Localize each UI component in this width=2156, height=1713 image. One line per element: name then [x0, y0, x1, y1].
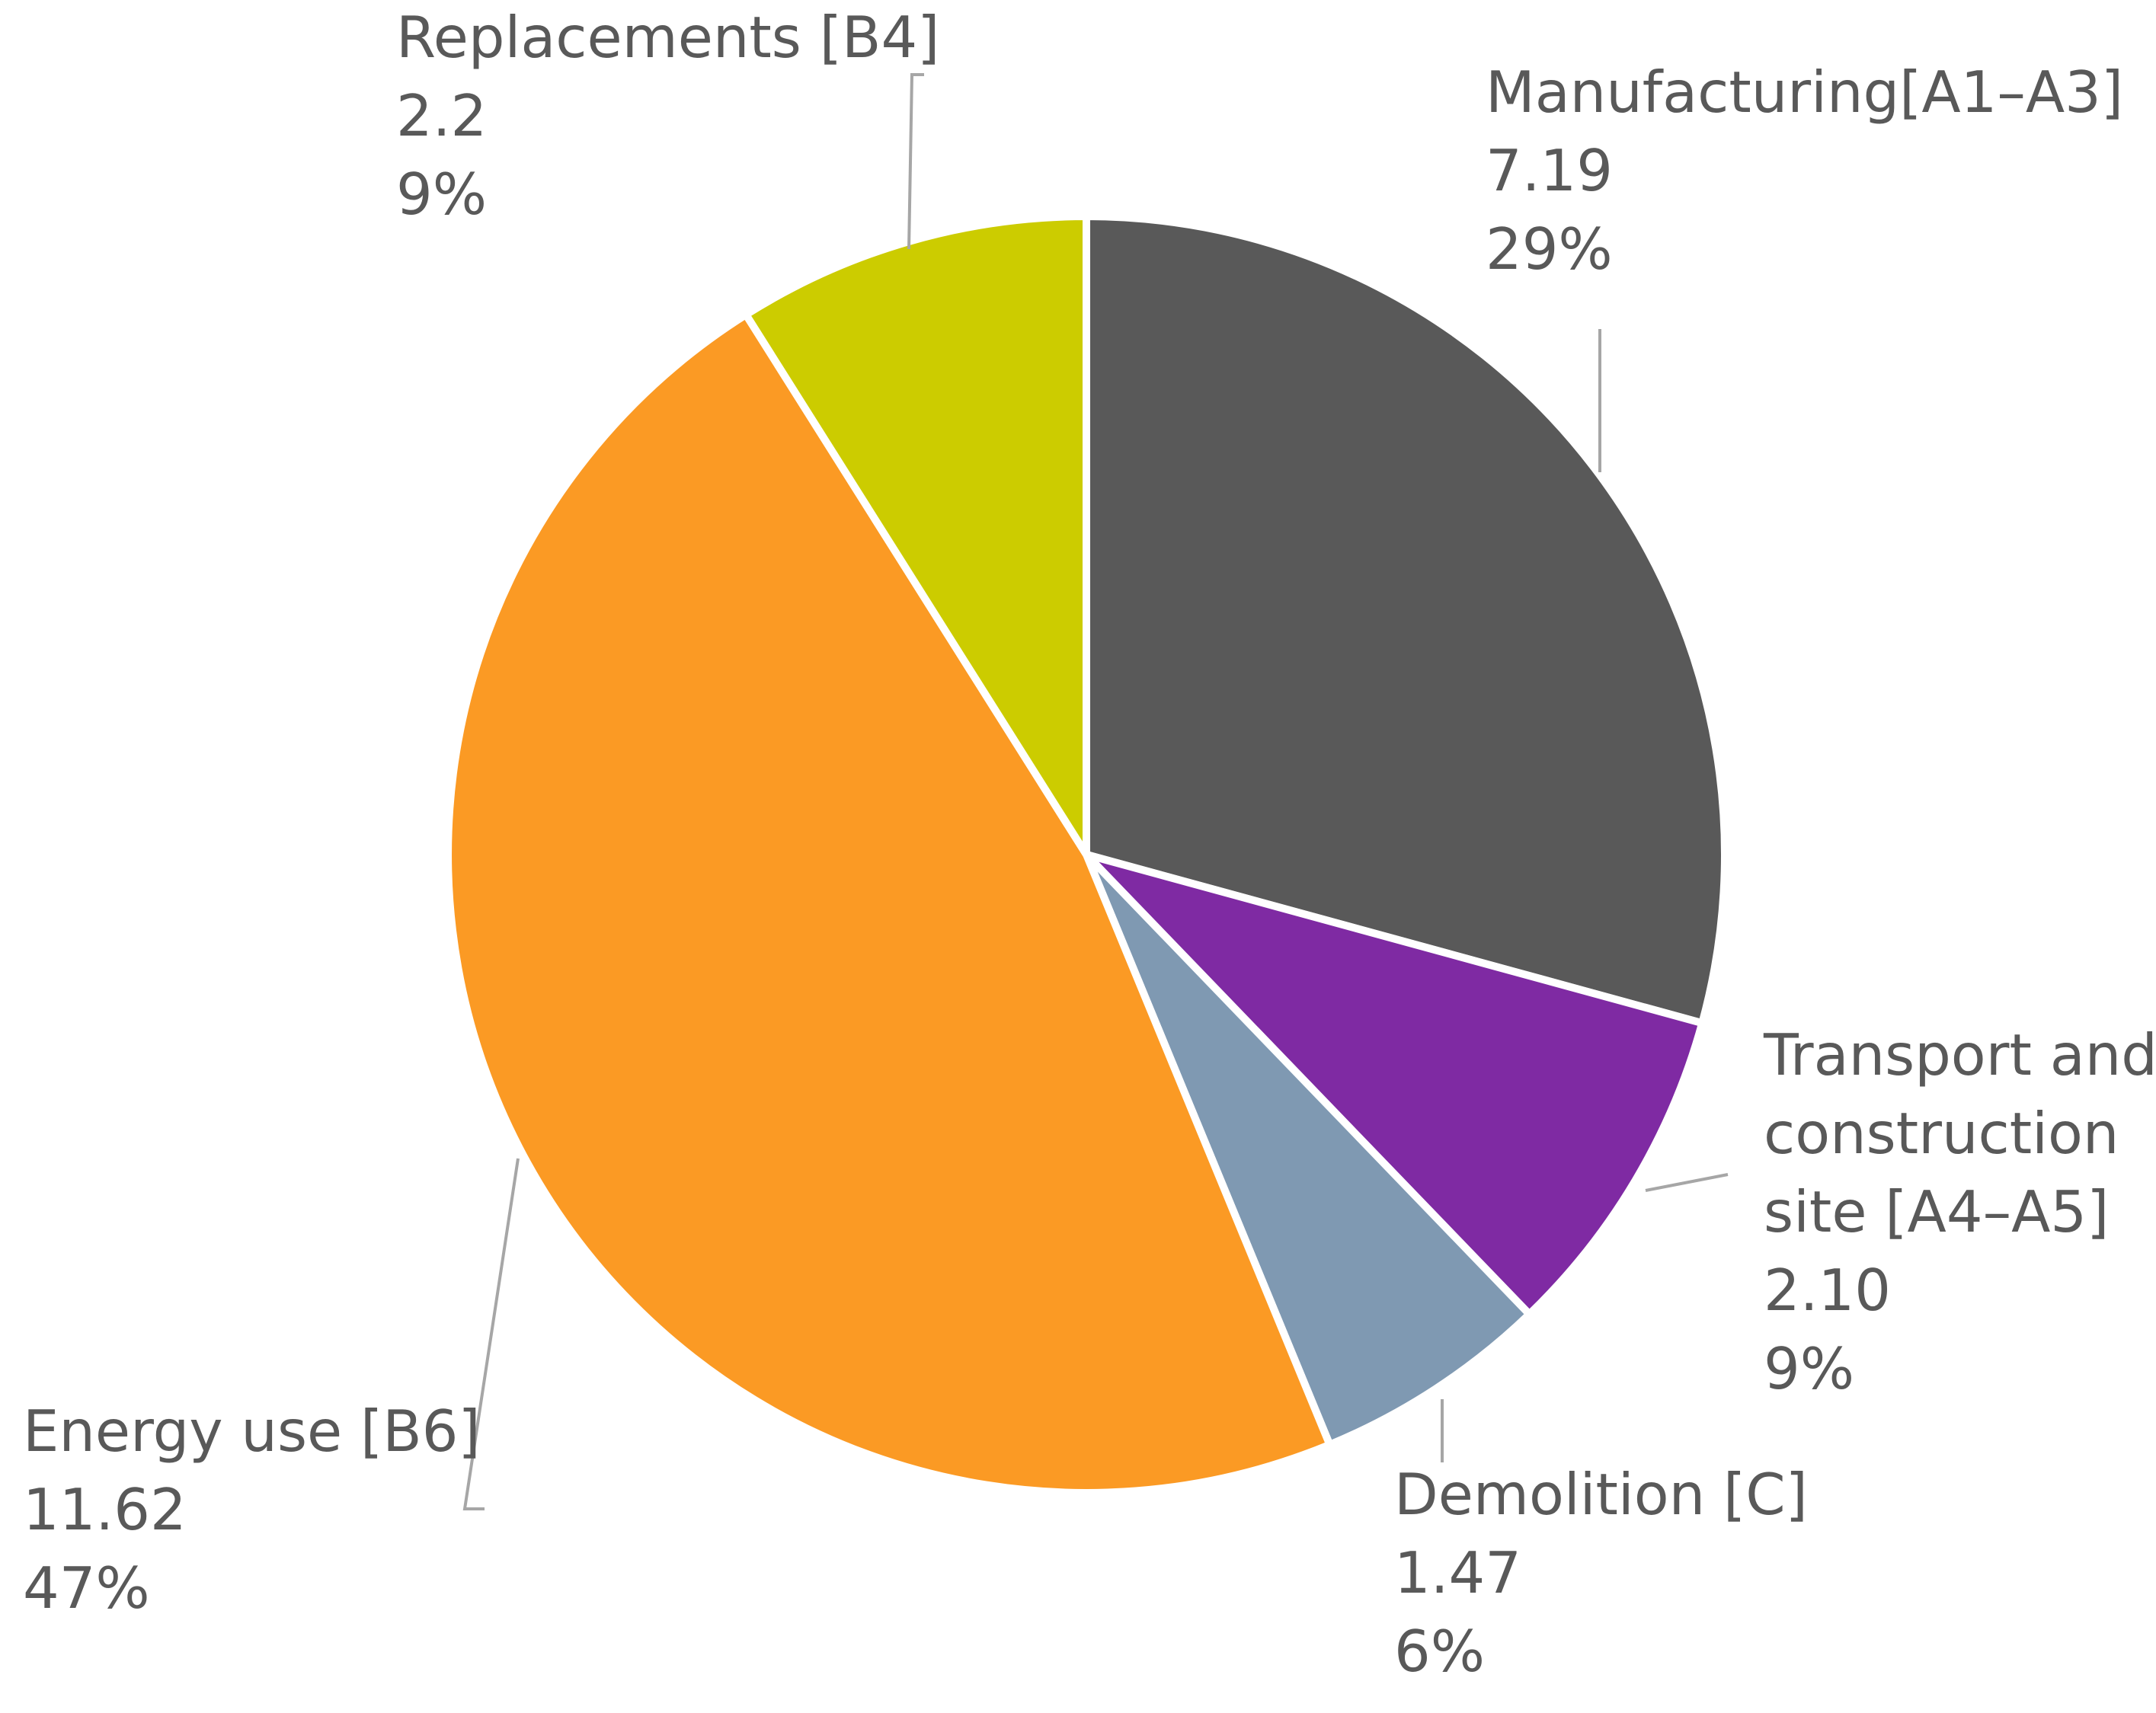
data-label-percent: 47%	[23, 1555, 150, 1622]
leader-line-energy-use-b6	[462, 1158, 520, 1510]
pie-slice-transport-and-construction-site-a4-a5	[1073, 847, 1707, 1320]
leader-line-replacements-b4	[907, 73, 924, 250]
data-label-value: 7.19	[1486, 137, 1613, 204]
data-label-demolition-c: Demolition [C] 1.47 6%	[1394, 1461, 1808, 1685]
data-label-transport-and-construction-site-a4-a5: Transport and construction site [A4–A5] 2.1…	[1763, 1021, 2156, 1402]
data-label-value: 2.2	[396, 82, 487, 149]
data-label-value: 2.10	[1764, 1257, 1891, 1324]
pie-slices	[444, 212, 1729, 1497]
data-label-percent: 29%	[1486, 216, 1613, 283]
data-label-percent: 6%	[1394, 1618, 1485, 1685]
data-label-energy-use-b6: Energy use [B6] 11.62 47%	[23, 1398, 481, 1622]
data-label-category-name: Demolition [C]	[1394, 1461, 1808, 1528]
pie-slice-demolition-c	[1083, 852, 1535, 1450]
data-label-category-name: Replacements [B4]	[396, 4, 939, 71]
data-label-category-name: Manufacturing[A1–A3]	[1486, 59, 2123, 126]
data-label-category-name: Transport and	[1763, 1021, 2156, 1088]
leader-lines	[462, 73, 1729, 1510]
data-labels: Manufacturing[A1–A3] 7.19 29% Transport and…	[23, 4, 2156, 1685]
data-label-percent: 9%	[396, 161, 487, 228]
data-label-manufacturing-a1-a3: Manufacturing[A1–A3] 7.19 29%	[1486, 59, 2123, 283]
data-label-category-name: site [A4–A5]	[1764, 1178, 2109, 1245]
pie-slice-energy-use-b6	[444, 309, 1335, 1497]
data-label-replacements-b4: Replacements [B4] 2.2 9%	[396, 4, 939, 228]
data-label-value: 1.47	[1394, 1539, 1521, 1606]
pie-slice-manufacturing-a1-a3	[1083, 212, 1729, 1028]
data-label-category-name: construction	[1764, 1100, 2119, 1167]
data-label-value: 11.62	[23, 1476, 187, 1543]
data-label-category-name: Energy use [B6]	[23, 1398, 481, 1465]
data-label-percent: 9%	[1764, 1335, 1854, 1402]
leader-line-transport-and-construction-site-a4-a5	[1645, 1173, 1729, 1192]
